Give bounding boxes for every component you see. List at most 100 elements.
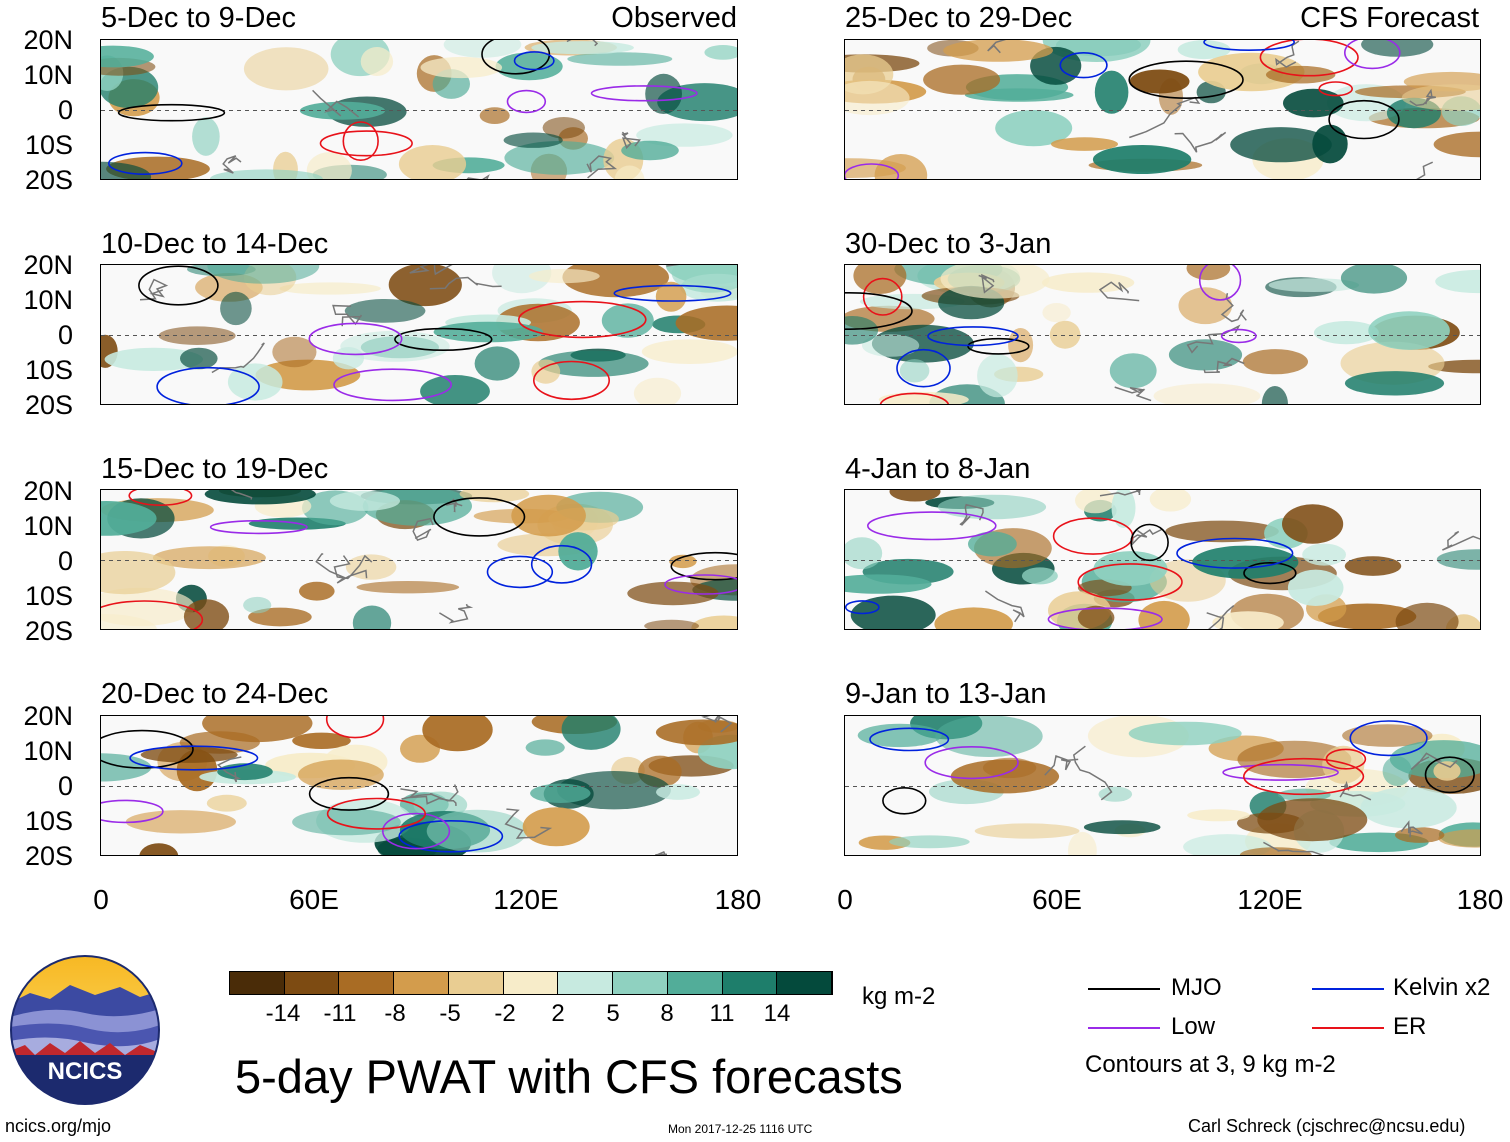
pwat-anomaly-shade — [298, 759, 384, 790]
wave-contour — [101, 600, 204, 629]
map-canvas — [845, 716, 1480, 855]
lat-label: 20S — [24, 616, 73, 646]
legend-label-kelvin: Kelvin x2 — [1393, 974, 1491, 1001]
pwat-anomaly-shade — [420, 56, 503, 79]
pwat-anomaly-shade — [1314, 321, 1379, 345]
colorbar-swatch — [558, 972, 614, 994]
wave-contour — [1198, 265, 1242, 301]
pwat-anomaly-shade — [964, 88, 1074, 102]
pwat-anomaly-shade — [1368, 311, 1450, 350]
wave-contour — [1059, 52, 1108, 79]
colorbar-label: 14 — [763, 1000, 791, 1027]
pwat-anomaly-shade — [1322, 745, 1365, 784]
ncics-logo: NCICS — [10, 955, 160, 1105]
pwat-anomaly-shade — [1395, 827, 1445, 843]
lat-label: 10N — [23, 511, 73, 541]
pwat-anomaly-shade — [641, 339, 737, 364]
wave-contour — [670, 551, 737, 581]
wave-contour — [342, 121, 379, 162]
pwat-anomaly-shade — [243, 596, 272, 614]
wave-contour — [129, 745, 259, 771]
wave-contour — [1325, 748, 1367, 770]
coastline — [230, 490, 474, 624]
colorbar-label: 5 — [606, 1000, 620, 1027]
pwat-anomaly-shade — [1342, 724, 1433, 747]
footer-author: Carl Schreck (cjschrec@ncsu.edu) — [1188, 1116, 1466, 1136]
wave-contour — [1328, 99, 1400, 140]
panel-title-obs1: 5-Dec to 9-Dec — [101, 2, 297, 34]
panel-title-fc1: 25-Dec to 29-Dec — [845, 2, 1073, 34]
legend-note: Contours at 3, 9 kg m-2 — [1085, 1051, 1336, 1078]
wave-contour — [1052, 517, 1134, 555]
pwat-anomaly-shade — [655, 719, 737, 746]
wave-contour — [879, 392, 950, 404]
wave-contour — [513, 51, 555, 71]
colorbar-swatch — [777, 972, 833, 994]
lon-label: 120E — [1237, 884, 1303, 915]
pwat-anomaly-shade — [645, 73, 682, 114]
pwat-anomaly-shade — [1344, 371, 1445, 396]
pwat-anomaly-shade — [503, 132, 563, 148]
pwat-anomaly-shade — [542, 117, 585, 139]
pwat-anomaly-shade — [1051, 137, 1118, 151]
pwat-anomaly-shade — [627, 581, 719, 606]
pwat-anomaly-shade — [1242, 349, 1308, 375]
pwat-anomaly-shade — [636, 123, 733, 147]
wave-contour — [867, 511, 997, 541]
pwat-anomaly-shade — [1438, 829, 1480, 848]
pwat-anomaly-shade — [125, 810, 236, 834]
pwat-anomaly-shade — [101, 501, 157, 536]
pwat-anomaly-shade — [567, 52, 673, 66]
wave-contour — [613, 284, 732, 302]
legend-line-er — [1312, 1027, 1384, 1029]
pwat-anomaly-shade — [1435, 269, 1480, 294]
colorbar-label: 2 — [551, 1000, 565, 1027]
pwat-anomaly-shade — [974, 823, 1080, 839]
wave-contour — [1077, 563, 1183, 601]
legend-line-kelvin — [1312, 988, 1384, 990]
pwat-anomaly-shade — [1382, 756, 1412, 786]
wave-contour — [1349, 720, 1428, 757]
lon-label: 0 — [93, 884, 109, 915]
map-panel-fc1 — [844, 39, 1481, 180]
wave-contour — [590, 85, 698, 102]
wave-contour — [308, 776, 390, 811]
pwat-anomaly-shade — [950, 759, 1060, 794]
pwat-anomaly-shade — [1230, 127, 1332, 163]
colorbar-label: -2 — [494, 1000, 516, 1027]
colorbar-label: -11 — [323, 1000, 357, 1027]
lon-label: 180 — [1456, 884, 1504, 915]
pwat-anomaly-shade — [850, 595, 936, 629]
pwat-anomaly-shade — [862, 334, 920, 357]
pwat-anomaly-shade — [644, 619, 699, 629]
pwat-anomaly-shade — [248, 607, 312, 627]
wave-contour — [1243, 757, 1365, 796]
pwat-anomaly-shade — [655, 281, 687, 312]
pwat-anomaly-shade — [923, 64, 1001, 95]
wave-contour — [845, 292, 913, 330]
pwat-anomaly-shade — [1283, 88, 1344, 118]
wave-contour — [156, 366, 260, 404]
pwat-anomaly-shade — [531, 41, 634, 55]
lat-label: 20S — [24, 390, 73, 420]
pwat-anomaly-shade — [1077, 605, 1115, 629]
lon-label: 180 — [714, 884, 762, 915]
pwat-anomaly-shade — [522, 807, 590, 847]
lat-label: 10N — [23, 60, 73, 90]
wave-contour — [1176, 537, 1294, 569]
pwat-anomaly-shade — [1109, 353, 1157, 389]
pwat-anomaly-shade — [139, 843, 179, 855]
pwat-anomaly-shade — [1212, 611, 1284, 629]
pwat-anomaly-shade — [388, 265, 462, 307]
pwat-anomaly-shade — [299, 581, 335, 601]
wave-contour — [433, 497, 526, 537]
colorbar-swatch — [613, 972, 668, 994]
wave-contour — [101, 729, 194, 769]
wave-contour — [530, 544, 593, 584]
pwat-anomaly-shade — [934, 607, 1013, 629]
pwat-anomaly-shade — [1198, 52, 1305, 92]
lat-label: 10S — [24, 581, 73, 611]
coastline — [978, 273, 1247, 402]
pwat-anomaly-shade — [1261, 386, 1288, 404]
pwat-anomaly-shade — [1433, 761, 1461, 781]
